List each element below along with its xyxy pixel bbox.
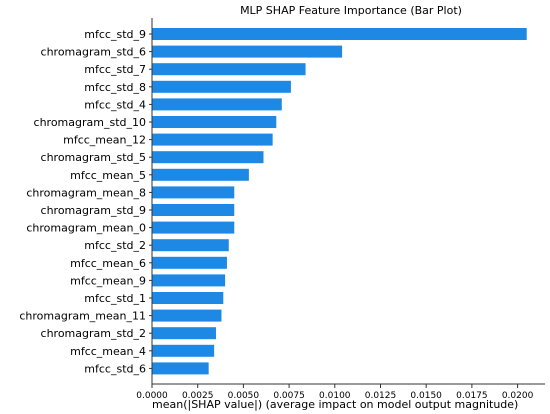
bar	[152, 98, 282, 111]
bar	[152, 133, 273, 146]
bar	[152, 80, 291, 93]
x-tick-label: 0.0100	[319, 391, 351, 401]
x-tick-label: 0.0075	[273, 391, 305, 401]
bars-layer	[152, 28, 527, 375]
y-tick-label: mfcc_mean_4	[70, 345, 146, 358]
y-tick-label: chromagram_std_9	[41, 204, 146, 217]
bar	[152, 168, 249, 181]
y-tick-label: chromagram_std_2	[41, 327, 146, 340]
x-tick-label: 0.0175	[456, 391, 488, 401]
chart-title: MLP SHAP Feature Importance (Bar Plot)	[240, 4, 462, 17]
x-tick-label: 0.0050	[228, 391, 260, 401]
y-tick-label: mfcc_std_6	[84, 362, 146, 375]
bar	[152, 362, 209, 375]
y-tick-label: mfcc_mean_6	[70, 257, 146, 270]
x-axis-label: mean(|SHAP value|) (average impact on mo…	[152, 398, 518, 411]
y-tick-label: chromagram_mean_0	[26, 222, 146, 235]
y-tick-label: chromagram_std_5	[41, 151, 146, 164]
y-tick-label: mfcc_mean_9	[70, 274, 146, 287]
y-tick-label: mfcc_std_2	[84, 239, 146, 252]
y-tick-label: mfcc_std_7	[84, 63, 146, 76]
bar	[152, 221, 235, 234]
bar	[152, 327, 216, 340]
x-tick-label: 0.0200	[502, 391, 534, 401]
bar	[152, 204, 235, 216]
bar	[152, 344, 215, 357]
y-tick-label: mfcc_std_9	[84, 28, 146, 41]
y-tick-label: chromagram_mean_8	[26, 186, 146, 199]
y-tick-label: chromagram_std_6	[41, 46, 146, 59]
x-ticks: 0.0000 0.0025 0.0050 0.0075 0.0100 0.0125 0.01…	[136, 384, 534, 401]
bar	[152, 63, 306, 76]
y-tick-label: mfcc_std_1	[84, 292, 146, 305]
x-tick-label: 0.0000	[136, 391, 168, 401]
bar	[152, 274, 226, 287]
y-tick-label: chromagram_mean_11	[19, 310, 146, 323]
bar	[152, 28, 527, 40]
bar	[152, 186, 235, 199]
y-tick-label: mfcc_std_4	[84, 98, 146, 111]
bar	[152, 309, 222, 322]
bar	[152, 151, 264, 164]
x-tick-label: 0.0025	[182, 391, 214, 401]
bar	[152, 256, 227, 269]
y-tick-label: mfcc_mean_5	[70, 169, 146, 182]
bar	[152, 116, 277, 128]
x-tick-label: 0.0150	[410, 391, 442, 401]
y-tick-labels: mfcc_std_9 chromagram_std_6 mfcc_std_7mfcc…	[19, 28, 152, 375]
bar	[152, 292, 224, 304]
bar	[152, 45, 343, 58]
y-tick-label: mfcc_mean_12	[63, 134, 146, 147]
bar	[152, 239, 229, 252]
y-tick-label: mfcc_std_8	[84, 81, 146, 94]
y-tick-label: chromagram_std_10	[34, 116, 146, 129]
x-tick-label: 0.0125	[365, 391, 397, 401]
